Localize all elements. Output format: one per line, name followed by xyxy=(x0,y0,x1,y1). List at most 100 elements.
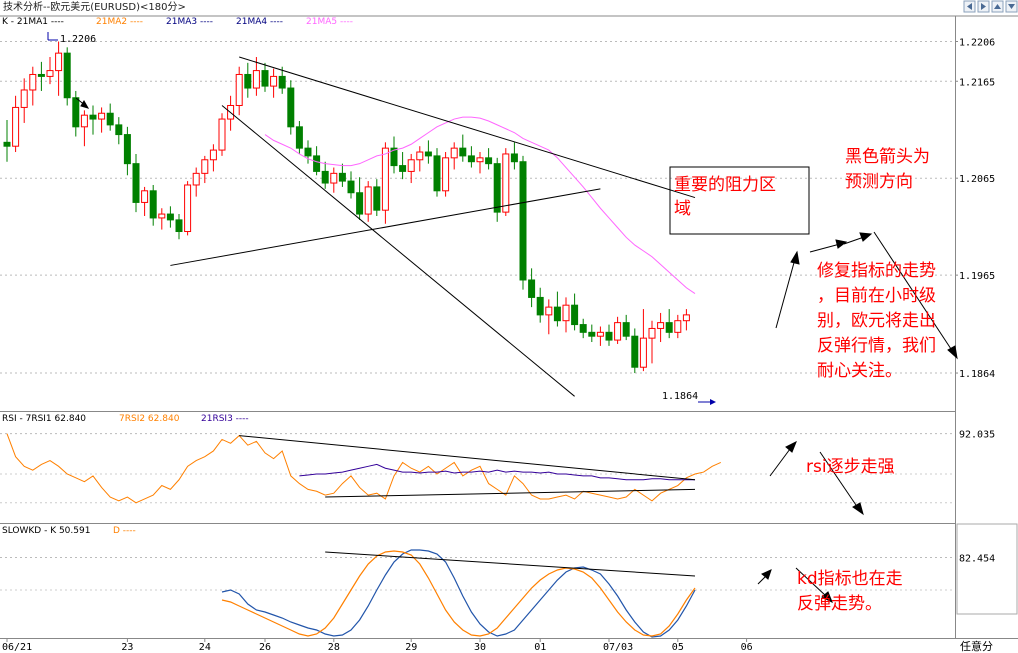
candle-body xyxy=(12,106,20,147)
candle-body xyxy=(433,155,441,192)
arrow-head-icon xyxy=(785,440,797,453)
candle-body xyxy=(149,190,157,219)
candle-body xyxy=(295,126,303,149)
down-arrow-icon[interactable] xyxy=(1005,0,1018,13)
next-arrow-icon[interactable] xyxy=(977,0,990,13)
candle-body xyxy=(304,147,312,157)
rsi-trendline-upper xyxy=(239,435,696,481)
legend-ma5: 21MA5 ---- xyxy=(306,17,353,27)
candle-body xyxy=(373,186,381,211)
candle-body xyxy=(519,161,527,281)
x-axis-tick-label: 06/21 xyxy=(2,642,32,653)
chart-title: 技术分析--欧元美元(EURUSD)<180分> xyxy=(3,0,186,13)
candle-body xyxy=(682,314,690,322)
candle-body xyxy=(459,147,467,157)
candle-body xyxy=(665,322,673,333)
up-arrow-icon[interactable] xyxy=(991,0,1004,13)
candle-body xyxy=(347,180,355,194)
rsi-axis-tick-label: 92.035 xyxy=(959,430,995,441)
kd-legend: SLOWKD - K 50.591 D ---- xyxy=(2,526,136,536)
rsi-note: rsi逐步走强 xyxy=(806,457,895,477)
candle-body xyxy=(192,172,200,186)
candle-body xyxy=(450,147,458,159)
candle-body xyxy=(579,324,587,333)
candle-body xyxy=(330,172,338,184)
candle-body xyxy=(596,331,604,337)
candle-body xyxy=(562,304,570,322)
kd-axis-tick-label: 82.454 xyxy=(959,554,995,565)
candle-body xyxy=(639,337,647,368)
candle-body xyxy=(55,52,63,72)
candle-body xyxy=(37,73,45,77)
candle-body xyxy=(115,124,123,136)
price-axis-tick-label: 1.1864 xyxy=(959,369,995,380)
annotations: 重要的阻力区 域 黑色箭头为 预测方向 修复指标的走势 ，目前在小时级 别，欧元… xyxy=(674,147,941,614)
candle-body xyxy=(416,151,424,161)
candle-body xyxy=(3,141,11,147)
candle-body xyxy=(467,155,475,163)
legend-rsi3: 21RSI3 ---- xyxy=(201,414,249,424)
candle-body xyxy=(270,75,278,87)
price-axis-tick-label: 1.2165 xyxy=(959,77,995,88)
legend-ma4: 21MA4 ---- xyxy=(236,17,283,27)
forecast-arrows xyxy=(75,97,958,604)
x-axis-tick-label: 29 xyxy=(405,642,417,653)
price-legend: K - 21MA1 ---- 21MA2 ---- 21MA3 ---- 21M… xyxy=(2,17,353,27)
legend-ma3: 21MA3 ---- xyxy=(166,17,213,27)
rsi-trendline-lower xyxy=(325,488,696,498)
candle-body xyxy=(20,89,28,108)
x-axis-tick-label: 30 xyxy=(474,642,486,653)
candle-body xyxy=(175,219,183,233)
candle-body xyxy=(536,296,544,316)
candle-body xyxy=(252,70,260,89)
candle-body xyxy=(313,155,321,172)
candle-body xyxy=(657,322,665,329)
x-axis-tick-label: 28 xyxy=(328,642,340,653)
legend-kd-k: SLOWKD - K 50.591 xyxy=(2,526,90,536)
resistance-zone-label: 重要的阻力区 域 xyxy=(674,175,781,219)
candle-body xyxy=(338,172,346,182)
ma5-line xyxy=(264,116,696,294)
rsi21-series-line xyxy=(299,463,695,481)
candle-body xyxy=(261,70,269,87)
grid-lines xyxy=(0,41,955,591)
candle-body xyxy=(485,157,493,165)
candle-body xyxy=(424,151,432,157)
arrow-head-icon xyxy=(821,591,833,604)
legend-ma2: 21MA2 ---- xyxy=(96,17,143,27)
legend-k-ma1: K - 21MA1 ---- xyxy=(2,17,64,27)
candle-body xyxy=(80,114,88,128)
arrow-head-icon xyxy=(859,232,873,242)
candle-body xyxy=(502,153,510,213)
trendlines xyxy=(170,56,696,577)
candle-body xyxy=(364,186,372,215)
candle-body xyxy=(123,134,131,165)
panel-frames xyxy=(0,15,1018,639)
legend-kd-d: D ---- xyxy=(113,526,136,536)
candle-body xyxy=(605,331,613,341)
direction-note: 黑色箭头为 预测方向 xyxy=(845,147,935,192)
arrow-head-icon xyxy=(761,569,772,580)
candle-body xyxy=(29,73,37,91)
kd-trendline xyxy=(325,551,696,577)
candle-body xyxy=(614,322,622,341)
nav-buttons xyxy=(963,0,1018,13)
prev-arrow-icon[interactable] xyxy=(963,0,976,13)
candle-body xyxy=(141,190,149,203)
x-axis-tick-label: 23 xyxy=(121,642,133,653)
candle-body xyxy=(399,165,407,172)
forecast-note: 修复指标的走势 ，目前在小时级 别，欧元将走出 反弹行情，我们 耐心关注。 xyxy=(817,261,941,381)
candle-body xyxy=(201,159,209,174)
x-axis-tick-label: 06 xyxy=(741,642,753,653)
axis-labels: 1.2206 1.2165 1.2065 1.1965 1.1864 92.035 82.4… xyxy=(2,38,995,653)
legend-rsi1: RSI - 7RSI1 62.840 xyxy=(2,414,86,424)
arrow-head-icon xyxy=(80,100,90,109)
kd-k-series-line xyxy=(221,549,696,638)
x-axis-tick-label: 05 xyxy=(672,642,684,653)
x-axis-tick-label: 07/03 xyxy=(603,642,633,653)
kd-note: kd指标也在走 反弹走势。 xyxy=(797,569,908,614)
candle-body xyxy=(648,327,656,339)
kd-lines xyxy=(221,549,696,638)
high-low-markers: 1.2206 1.1864 xyxy=(47,32,716,405)
candle-body xyxy=(184,184,192,233)
